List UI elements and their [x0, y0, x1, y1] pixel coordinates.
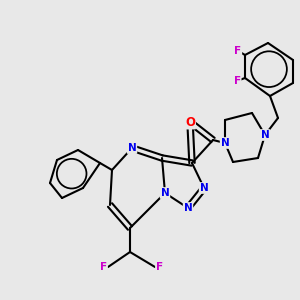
- Text: F: F: [156, 262, 163, 272]
- Text: N: N: [220, 138, 230, 148]
- Text: F: F: [234, 46, 241, 56]
- Text: F: F: [100, 262, 107, 272]
- Text: N: N: [200, 183, 208, 193]
- Text: F: F: [234, 76, 241, 86]
- Text: N: N: [160, 188, 169, 198]
- Text: O: O: [185, 117, 195, 127]
- Text: N: N: [128, 143, 136, 153]
- Text: N: N: [261, 130, 269, 140]
- Text: O: O: [185, 116, 195, 128]
- Text: N: N: [184, 203, 192, 213]
